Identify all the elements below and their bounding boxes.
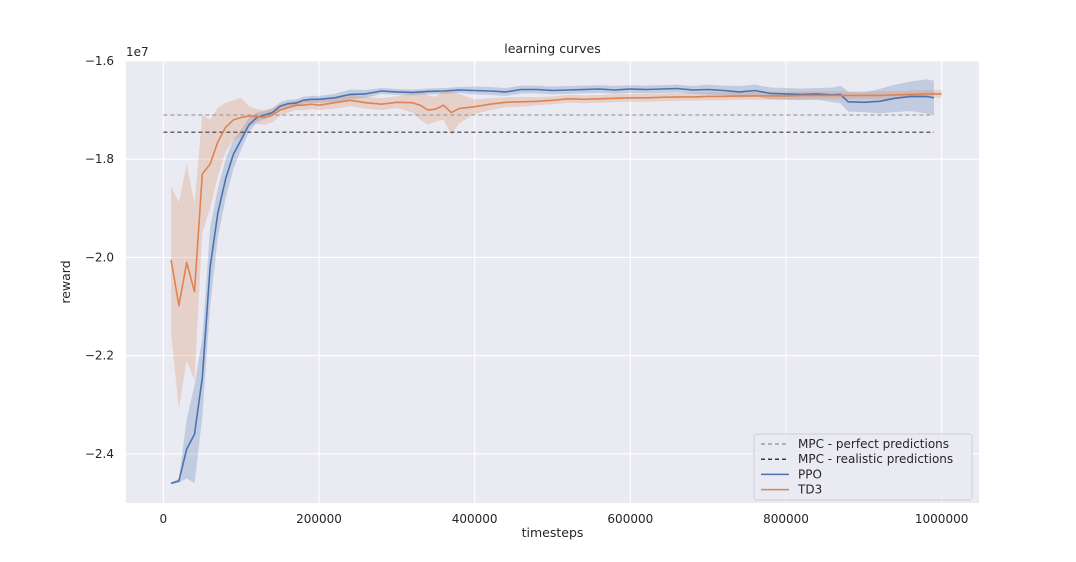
legend-label: TD3: [797, 483, 822, 497]
reference-lines: [163, 114, 934, 133]
y-tick-label: −1.6: [85, 54, 114, 68]
x-tick-label: 600000: [607, 512, 653, 526]
y-tick-labels: −1.6 −1.8 −2.0 −2.2 −2.4: [85, 54, 114, 461]
legend-label: MPC - realistic predictions: [798, 452, 953, 466]
x-tick-label: 800000: [763, 512, 809, 526]
legend-label: PPO: [798, 467, 822, 481]
y-offset-label: 1e7: [126, 45, 149, 59]
line-td3: [170, 93, 942, 307]
band-td3: [171, 90, 942, 409]
y-tick-label: −2.4: [85, 447, 114, 461]
y-tick-label: −1.8: [85, 152, 114, 166]
y-tick-label: −2.2: [85, 349, 114, 363]
x-axis-label: timesteps: [522, 525, 584, 540]
legend-label: MPC - perfect predictions: [798, 437, 949, 451]
x-tick-label: 400000: [452, 512, 498, 526]
x-tick-label: 1000000: [915, 512, 968, 526]
x-tick-label: 200000: [296, 512, 342, 526]
series-lines: [170, 87, 942, 485]
line-ppo: [170, 87, 935, 485]
chart-title: learning curves: [504, 41, 601, 56]
legend-frame: [753, 433, 973, 501]
y-axis-label: reward: [58, 260, 73, 303]
confidence-bands: [171, 79, 942, 485]
x-tick-label: 0: [160, 512, 168, 526]
y-tick-label: −2.0: [85, 250, 114, 264]
plot-area: [126, 61, 979, 503]
x-tick-labels: 0 200000 400000 600000 800000 1000000: [160, 512, 969, 526]
